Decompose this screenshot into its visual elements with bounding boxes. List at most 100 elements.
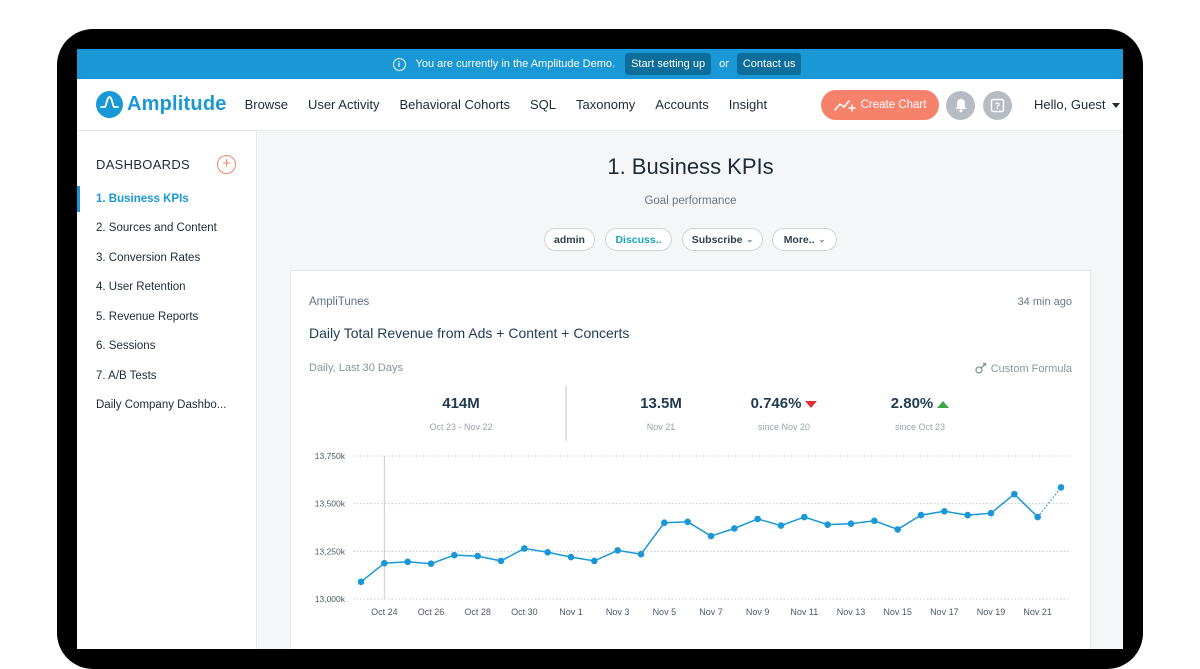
data-point: [754, 515, 761, 523]
nav-accounts[interactable]: Accounts: [655, 97, 709, 112]
sidebar-item-revenue-reports[interactable]: 5. Revenue Reports: [96, 311, 199, 323]
data-point: [381, 559, 388, 567]
more-label: More..: [783, 233, 815, 246]
x-tick-label: Nov 17: [930, 607, 959, 617]
y-tick-label: 13,500k: [315, 499, 346, 509]
series-line-partial: [1037, 487, 1062, 518]
metric-latest: 13.5M Nov 21: [611, 395, 711, 432]
data-point: [1057, 484, 1065, 491]
more-button[interactable]: More.. ⌄: [772, 228, 837, 251]
sidebar-item-sessions[interactable]: 6. Sessions: [96, 340, 156, 352]
x-tick-label: Nov 1: [559, 607, 583, 617]
data-point: [824, 521, 831, 528]
help-icon: ?: [990, 98, 1005, 113]
chevron-down-icon: ⌄: [746, 235, 754, 244]
data-point: [591, 557, 598, 565]
x-tick-label: Oct 26: [418, 607, 445, 617]
data-point: [987, 509, 995, 517]
data-point: [917, 511, 925, 519]
sidebar-item-daily-company[interactable]: Daily Company Dashbo...: [96, 399, 227, 411]
create-chart-button[interactable]: Create Chart: [821, 90, 939, 120]
data-point: [894, 526, 901, 533]
sidebar-item-user-retention[interactable]: 4. User Retention: [96, 281, 186, 293]
active-indicator: [77, 186, 80, 212]
data-point: [661, 519, 668, 527]
y-tick-label: 13,250k: [315, 546, 346, 556]
nav-taxonomy[interactable]: Taxonomy: [576, 97, 636, 112]
revenue-line-chart[interactable]: 13,000k 13,250k 13,500k 13,750k Oct 24 Oct 26…: [291, 271, 1092, 649]
data-point: [357, 578, 365, 586]
data-point: [964, 511, 971, 519]
nav-behavioral-cohorts[interactable]: Behavioral Cohorts: [399, 97, 511, 112]
info-icon: i: [392, 57, 406, 71]
user-greeting: Hello, Guest: [1034, 97, 1106, 112]
data-point: [1034, 513, 1041, 521]
subscribe-button[interactable]: Subscribe ⌄: [682, 228, 763, 251]
metric-period-change: 2.80% since Oct 23: [865, 395, 975, 432]
chevron-down-icon: ⌄: [818, 235, 826, 244]
add-dashboard-icon[interactable]: +: [217, 155, 236, 174]
x-tick-label: Oct 24: [371, 607, 398, 617]
amplitude-logo[interactable]: Amplitude: [96, 91, 227, 118]
metric-daily-change-label: since Nov 20: [757, 422, 811, 432]
bell-icon: [955, 99, 966, 113]
contact-us-button[interactable]: Contact us: [736, 53, 802, 75]
sidebar-item-sources-content[interactable]: 2. Sources and Content: [96, 222, 217, 234]
last-updated: 34 min ago: [1017, 296, 1072, 308]
project-name[interactable]: AmpliTunes: [309, 296, 370, 308]
nav-sql[interactable]: SQL: [530, 97, 557, 112]
x-tick-label: Nov 11: [790, 607, 818, 617]
discuss-button[interactable]: Discuss..: [605, 228, 672, 251]
nav-browse[interactable]: Browse: [244, 97, 288, 112]
admin-label: admin: [554, 233, 585, 246]
demo-banner: i You are currently in the Amplitude Dem…: [77, 49, 1123, 79]
y-tick-label: 13,750k: [315, 451, 346, 461]
sidebar-title: DASHBOARDS: [96, 157, 191, 172]
x-tick-label: Nov 15: [883, 607, 912, 617]
banner-or: or: [719, 58, 729, 70]
data-point: [427, 560, 435, 568]
metric-daily-change-value: 0.746%: [750, 395, 802, 412]
metric-latest-value: 13.5M: [640, 395, 682, 412]
logo-text: Amplitude: [127, 93, 227, 115]
date-range: Daily, Last 30 Days: [309, 362, 403, 374]
metric-daily-change: 0.746% since Nov 20: [729, 395, 839, 432]
sidebar-item-ab-tests[interactable]: 7. A/B Tests: [96, 370, 157, 382]
chart-title[interactable]: Daily Total Revenue from Ads + Content +…: [309, 325, 630, 341]
data-point: [871, 517, 878, 525]
data-point: [544, 548, 551, 556]
metric-divider: [565, 385, 567, 441]
data-point: [497, 557, 505, 565]
amplitude-logo-icon: [96, 91, 123, 118]
user-menu[interactable]: Hello, Guest: [1034, 97, 1120, 112]
data-point: [707, 532, 715, 540]
data-point: [1011, 490, 1018, 498]
nav-insight[interactable]: Insight: [728, 97, 768, 112]
start-setting-up-button[interactable]: Start setting up: [625, 53, 712, 75]
series-line: [360, 493, 1039, 583]
data-point: [451, 551, 458, 559]
x-tick-label: Nov 9: [746, 607, 770, 617]
nav-user-activity[interactable]: User Activity: [307, 97, 380, 112]
x-tick-label: Nov 19: [977, 607, 1006, 617]
data-point: [521, 545, 528, 552]
page-subtitle: Goal performance: [644, 195, 737, 207]
data-point: [684, 518, 691, 526]
metric-period-change-value: 2.80%: [890, 395, 934, 412]
formula-icon: [975, 362, 986, 374]
x-tick-label: Nov 21: [1023, 607, 1052, 617]
subscribe-label: Subscribe: [691, 233, 743, 246]
x-tick-label: Nov 13: [837, 607, 866, 617]
app-screen: i You are currently in the Amplitude Dem…: [77, 49, 1123, 649]
metric-period-change-label: since Oct 23: [894, 422, 946, 432]
dashboard-main: 1. Business KPIs Goal performance admin …: [258, 131, 1123, 649]
help-button[interactable]: ?: [983, 91, 1012, 120]
page-title: 1. Business KPIs: [607, 154, 774, 179]
sidebar-item-business-kpis[interactable]: 1. Business KPIs: [96, 193, 189, 205]
admin-pill[interactable]: admin: [544, 228, 595, 251]
chart-plus-icon: [833, 100, 856, 112]
top-nav: Amplitude Browse User Activity Behaviora…: [77, 79, 1123, 131]
trend-up-icon: [937, 400, 950, 408]
sidebar-item-conversion-rates[interactable]: 3. Conversion Rates: [96, 252, 201, 264]
notifications-button[interactable]: [946, 91, 975, 120]
